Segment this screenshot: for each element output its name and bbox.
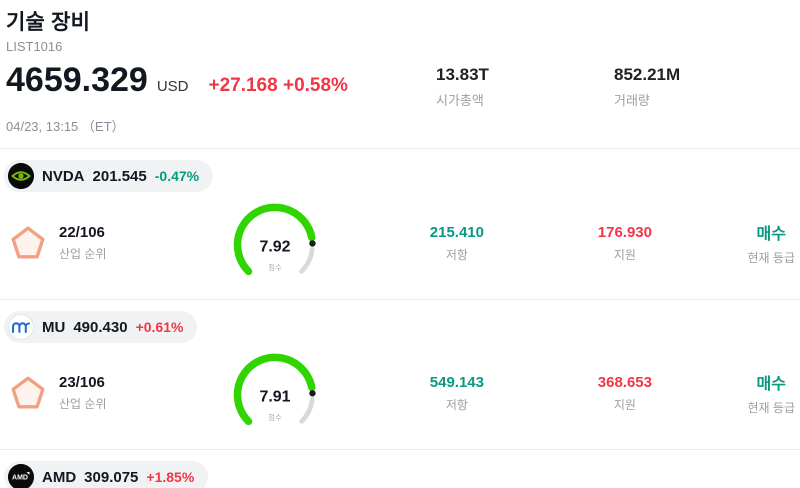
resistance-cell: 215.410 저항 xyxy=(336,224,484,263)
page-title: 기술 장비 xyxy=(6,11,91,34)
score-gauge: 7.91 점수 xyxy=(214,348,336,438)
rating-value: 매수 xyxy=(756,376,786,393)
header-stats: 13.83T 시가총액 852.21M 거래량 xyxy=(436,63,792,109)
volume-stat: 852.21M 거래량 xyxy=(614,65,792,109)
price-block: 4659.329 USD +27.168 +0.58% xyxy=(6,63,348,97)
rating-label: 현재 등급 xyxy=(747,401,796,415)
market-cap-label: 시가총액 xyxy=(436,93,484,108)
svg-text:점수: 점수 xyxy=(268,262,282,272)
stock-price: 201.545 xyxy=(92,167,147,185)
stock-section-nvda: NVDA 201.545 -0.47% 22/106 산업 순위 7.92 점수 … xyxy=(0,148,800,288)
stock-header-nvda[interactable]: NVDA 201.545 -0.47% xyxy=(4,160,214,192)
stock-change: +0.61% xyxy=(135,319,184,335)
stock-ticker: NVDA xyxy=(42,167,85,185)
score-gauge: 7.92 점수 xyxy=(214,198,336,288)
resistance-label: 저항 xyxy=(445,247,468,262)
rating-value: 매수 xyxy=(756,226,786,243)
stock-row: 22/106 산업 순위 7.92 점수 215.410 저항 176.930 지… xyxy=(4,198,800,288)
stock-change: +1.85% xyxy=(146,469,195,485)
stock-section-mu: MU 490.430 +0.61% 23/106 산업 순위 7.91 점수 54… xyxy=(0,299,800,438)
svg-text:7.92: 7.92 xyxy=(260,238,291,255)
stock-ticker: AMD xyxy=(42,468,77,486)
resistance-label: 저항 xyxy=(445,397,468,412)
stock-price: 490.430 xyxy=(73,318,128,336)
resistance-cell: 549.143 저항 xyxy=(336,374,484,413)
stock-price: 309.075 xyxy=(84,468,139,486)
industry-rank-cell: 23/106 산업 순위 xyxy=(4,374,214,412)
rating-cell: 매수 현재 등급 xyxy=(652,220,800,266)
support-value: 368.653 xyxy=(597,373,652,391)
volume-label: 거래량 xyxy=(614,93,650,108)
index-price: 4659.329 xyxy=(6,61,148,99)
market-cap-stat: 13.83T 시가총액 xyxy=(436,65,614,109)
support-cell: 176.930 지원 xyxy=(484,224,652,263)
pentagon-icon xyxy=(10,375,46,411)
industry-rank-cell: 22/106 산업 순위 xyxy=(4,224,214,262)
industry-rank-label: 산업 순위 xyxy=(59,397,107,411)
micron-logo-icon xyxy=(8,314,34,340)
stock-ticker: MU xyxy=(42,318,66,336)
currency-label: USD xyxy=(156,78,189,95)
industry-rank-value: 23/106 xyxy=(59,374,105,391)
timestamp: 04/23, 13:15 （ET） xyxy=(6,119,125,134)
stock-change: -0.47% xyxy=(154,168,200,184)
stock-header-mu[interactable]: MU 490.430 +0.61% xyxy=(4,311,198,343)
amd-logo-icon: AMD xyxy=(8,464,34,488)
index-change: +27.168 +0.58% xyxy=(208,75,348,96)
industry-rank-value: 22/106 xyxy=(59,224,105,241)
svg-text:점수: 점수 xyxy=(268,412,282,422)
resistance-value: 215.410 xyxy=(429,223,484,241)
svg-text:7.91: 7.91 xyxy=(260,388,291,405)
resistance-value: 549.143 xyxy=(429,373,484,391)
nvidia-logo-icon xyxy=(8,163,34,189)
support-cell: 368.653 지원 xyxy=(484,374,652,413)
rating-label: 현재 등급 xyxy=(747,251,796,265)
pentagon-icon xyxy=(10,225,46,261)
volume-value: 852.21M xyxy=(614,65,681,84)
list-id: LIST1016 xyxy=(6,39,63,54)
stock-header-amd[interactable]: AMD AMD 309.075 +1.85% xyxy=(4,461,209,488)
support-label: 지원 xyxy=(613,247,636,262)
market-cap-value: 13.83T xyxy=(436,65,489,84)
rating-cell: 매수 현재 등급 xyxy=(652,370,800,416)
price-row: 4659.329 USD +27.168 +0.58% 13.83T 시가총액 … xyxy=(6,63,792,109)
support-label: 지원 xyxy=(613,397,636,412)
industry-rank-label: 산업 순위 xyxy=(59,247,107,261)
svg-text:AMD: AMD xyxy=(12,475,28,482)
stock-row: 23/106 산업 순위 7.91 점수 549.143 저항 368.653 지… xyxy=(4,348,800,438)
support-value: 176.930 xyxy=(597,223,652,241)
stock-section-amd: AMD AMD 309.075 +1.85% 44/106 산업 순위 7.46… xyxy=(0,449,800,488)
header: 기술 장비 LIST1016 4659.329 USD +27.168 +0.5… xyxy=(0,0,800,135)
